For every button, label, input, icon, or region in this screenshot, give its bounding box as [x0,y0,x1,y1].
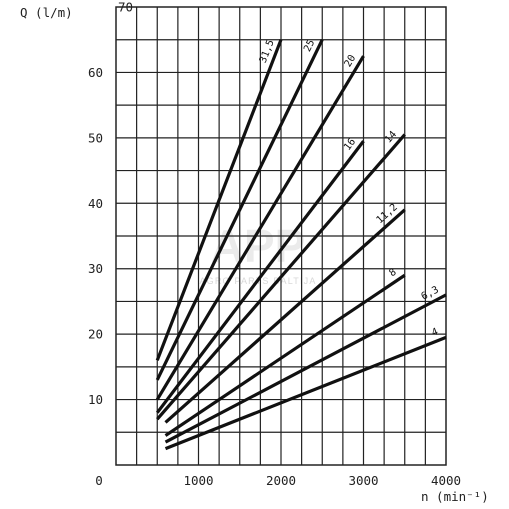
watermark-logo: APP [211,220,306,272]
series-label-7: 8 [387,267,398,279]
plot-frame [115,6,447,466]
series-line-4 [155,140,365,414]
series-line-6 [164,208,406,424]
series-lines [155,39,447,451]
series-line-2 [155,39,324,381]
series-label-2: 25 [302,38,317,54]
series-line-9 [164,335,447,451]
x-tick-label: 0 [95,473,103,488]
x-tick-label: 4000 [431,473,461,488]
series-line-1 [155,39,283,361]
x-axis-ticks: 0 1000 2000 3000 4000 [95,473,461,488]
x-tick-label: 1000 [183,473,213,488]
y-tick-label: 30 [88,261,103,276]
y-axis-title: Q (l/m) [20,5,73,20]
y-tick-label: 20 [88,327,103,342]
series-line-3 [155,55,365,401]
grid [116,7,446,465]
series-line-7 [164,273,406,437]
y-tick-label: 40 [88,196,103,211]
series-label-9: 4 [430,326,440,338]
series-label-3: 20 [343,53,359,69]
x-tick-label: 3000 [348,473,378,488]
series-line-5 [156,133,406,421]
y-tick-label: 70 [118,0,133,15]
series-label-6: 11,2 [375,202,400,226]
series-line-8 [164,293,447,444]
y-tick-label: 50 [88,130,103,145]
y-tick-label: 60 [88,65,103,80]
y-axis-ticks: 10 20 30 40 50 60 70 [88,0,133,407]
x-tick-label: 2000 [266,473,296,488]
x-axis-title: n (min⁻¹) [421,489,489,504]
y-tick-label: 10 [88,392,103,407]
